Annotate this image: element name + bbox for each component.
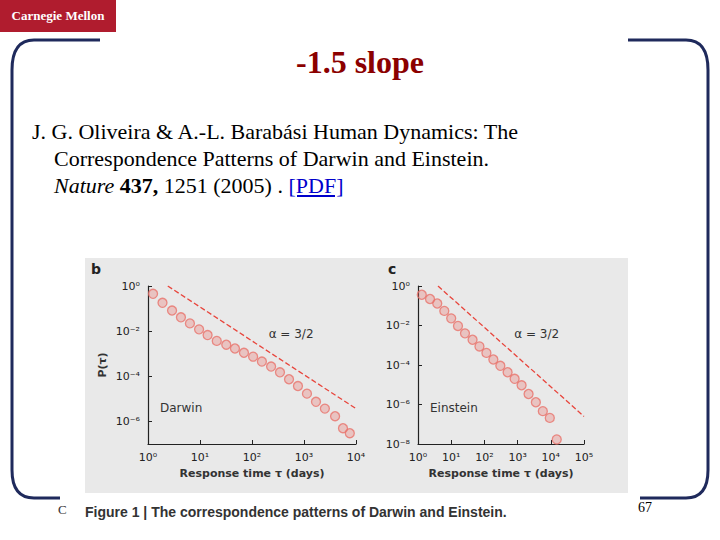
svg-text:10⁻⁴: 10⁻⁴ (116, 370, 141, 383)
svg-text:10⁻⁶: 10⁻⁶ (116, 415, 141, 428)
svg-text:Response time τ (days): Response time τ (days) (180, 467, 325, 480)
svg-text:b: b (91, 261, 101, 277)
svg-text:10⁰: 10⁰ (409, 451, 428, 464)
svg-text:10²: 10² (475, 451, 493, 464)
svg-text:10⁻⁶: 10⁻⁶ (386, 398, 411, 411)
svg-text:10⁰: 10⁰ (122, 280, 141, 293)
svg-text:10²: 10² (243, 451, 261, 464)
html-text:J. G. Oliveira & A.-L. Barabás: J. G. Oliveira & A.-L. Barabási Human Dy… (32, 119, 518, 144)
svg-text:Response time τ (days): Response time τ (days) (429, 467, 574, 480)
html-text:Nature 437, 1251 (2005) . [PDF: Nature 437, 1251 (2005) . [PDF] (54, 173, 344, 198)
html-text:67: 67 (638, 500, 652, 515)
svg-text:10⁰: 10⁰ (139, 451, 158, 464)
html-text:C: C (58, 502, 67, 517)
svg-text:10⁻⁴: 10⁻⁴ (386, 359, 411, 372)
svg-text:10³: 10³ (295, 451, 313, 464)
svg-text:10⁻⁸: 10⁻⁸ (386, 438, 411, 451)
svg-text:P(τ): P(τ) (96, 352, 109, 377)
svg-text:10⁻²: 10⁻² (116, 325, 140, 338)
svg-text:10⁴: 10⁴ (347, 451, 366, 464)
svg-text:α = 3/2: α = 3/2 (269, 327, 314, 341)
svg-text:10¹: 10¹ (442, 451, 460, 464)
svg-text:Einstein: Einstein (430, 401, 478, 415)
html-text:-1.5 slope: -1.5 slope (296, 44, 424, 80)
svg-text:Darwin: Darwin (160, 401, 202, 415)
svg-text:10⁴: 10⁴ (542, 451, 561, 464)
html-text:Carnegie Mellon: Carnegie Mellon (11, 8, 105, 23)
svg-text:10⁵: 10⁵ (575, 451, 593, 464)
svg-text:10¹: 10¹ (191, 451, 209, 464)
svg-text:10⁰: 10⁰ (392, 280, 411, 293)
svg-text:α = 3/2: α = 3/2 (514, 327, 559, 341)
html-text:Figure 1 | The correspondence: Figure 1 | The correspondence patterns o… (85, 504, 507, 520)
html-text:Correspondence Patterns of Dar: Correspondence Patterns of Darwin and Ei… (54, 146, 489, 171)
svg-text:c: c (388, 261, 396, 277)
svg-text:10³: 10³ (508, 451, 526, 464)
svg-text:10⁻²: 10⁻² (386, 319, 410, 332)
